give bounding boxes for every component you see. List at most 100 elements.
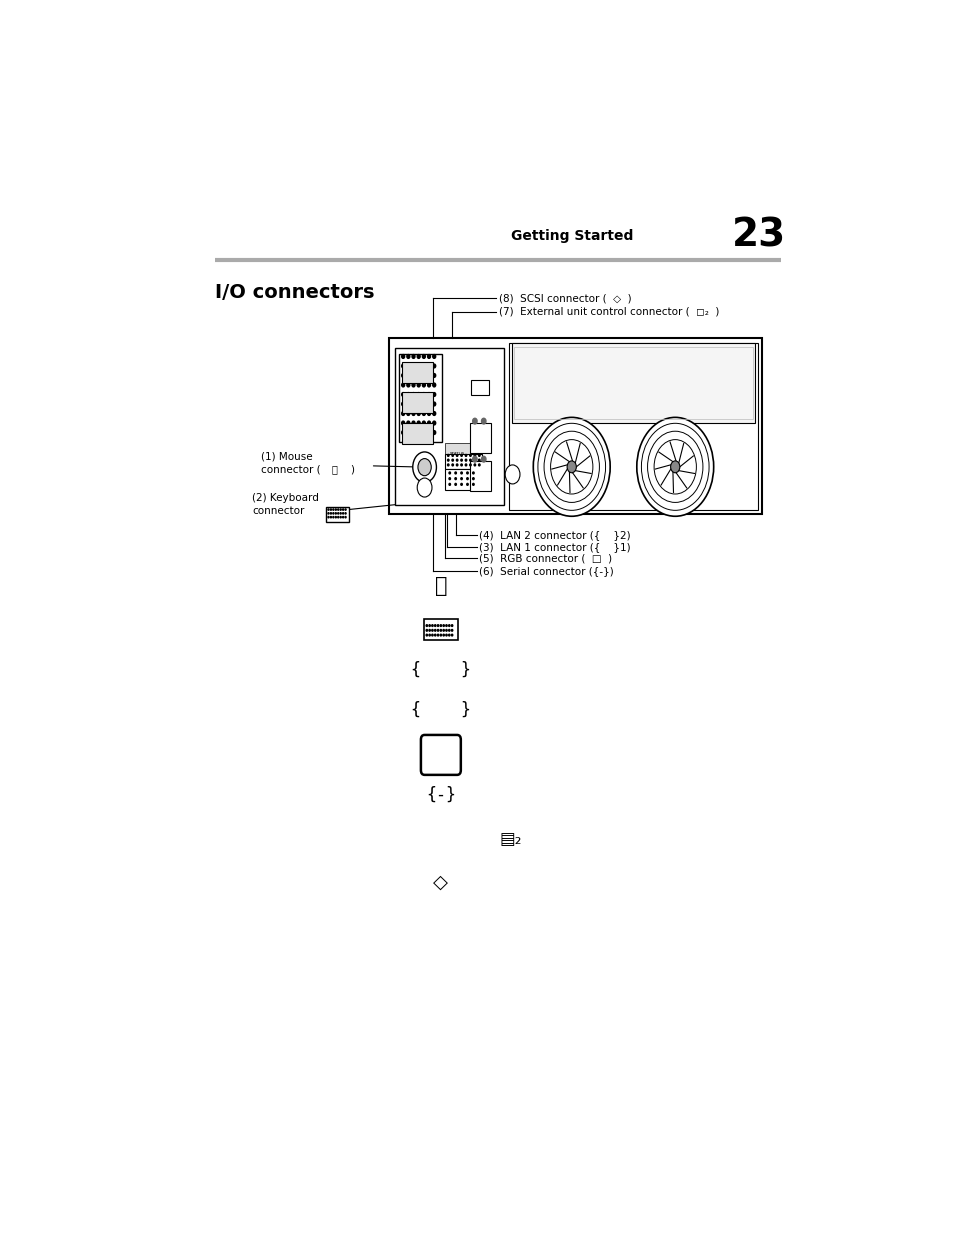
Circle shape <box>442 635 444 636</box>
Circle shape <box>439 630 441 631</box>
Circle shape <box>447 459 449 461</box>
Circle shape <box>432 625 433 626</box>
Circle shape <box>337 509 338 510</box>
Circle shape <box>340 513 341 514</box>
Circle shape <box>412 373 415 378</box>
FancyBboxPatch shape <box>445 453 482 469</box>
Circle shape <box>439 635 441 636</box>
Circle shape <box>328 513 329 514</box>
Circle shape <box>401 393 404 396</box>
Text: ▤₂: ▤₂ <box>499 830 522 847</box>
Text: {    }: { } <box>411 700 471 719</box>
Circle shape <box>416 393 419 396</box>
FancyBboxPatch shape <box>470 424 491 453</box>
Circle shape <box>465 464 466 466</box>
Text: connector: connector <box>252 506 304 516</box>
Text: (8)  SCSI connector (  ◇  ): (8) SCSI connector ( ◇ ) <box>498 294 631 304</box>
Circle shape <box>406 393 410 396</box>
Circle shape <box>328 516 329 517</box>
Circle shape <box>460 472 462 474</box>
Circle shape <box>460 464 462 466</box>
Circle shape <box>345 516 346 517</box>
Circle shape <box>637 417 713 516</box>
Circle shape <box>474 459 476 461</box>
Circle shape <box>466 478 468 479</box>
Circle shape <box>426 625 427 626</box>
Text: connector (: connector ( <box>261 464 320 474</box>
Circle shape <box>474 454 476 457</box>
Circle shape <box>448 630 450 631</box>
Circle shape <box>432 635 433 636</box>
Circle shape <box>456 459 457 461</box>
FancyBboxPatch shape <box>402 393 433 414</box>
Circle shape <box>401 383 404 387</box>
Circle shape <box>478 459 479 461</box>
Circle shape <box>472 483 474 485</box>
Circle shape <box>427 411 430 415</box>
Circle shape <box>433 383 436 387</box>
Circle shape <box>469 464 471 466</box>
Circle shape <box>433 403 436 406</box>
Circle shape <box>416 354 419 358</box>
Circle shape <box>432 630 433 631</box>
Circle shape <box>433 373 436 378</box>
Circle shape <box>427 431 430 435</box>
Circle shape <box>460 483 462 485</box>
Circle shape <box>333 509 334 510</box>
FancyBboxPatch shape <box>420 735 460 774</box>
Circle shape <box>406 403 410 406</box>
Circle shape <box>433 421 436 425</box>
Circle shape <box>422 383 425 387</box>
Circle shape <box>447 464 449 466</box>
FancyBboxPatch shape <box>471 379 488 395</box>
Circle shape <box>429 635 430 636</box>
Text: {-}: {-} <box>425 785 456 804</box>
Circle shape <box>413 452 436 483</box>
Circle shape <box>427 373 430 378</box>
Circle shape <box>435 630 436 631</box>
FancyBboxPatch shape <box>398 354 441 442</box>
Circle shape <box>435 625 436 626</box>
Circle shape <box>412 364 415 368</box>
Circle shape <box>445 635 447 636</box>
Circle shape <box>422 354 425 358</box>
Circle shape <box>452 464 453 466</box>
Circle shape <box>466 483 468 485</box>
Circle shape <box>401 411 404 415</box>
Circle shape <box>427 403 430 406</box>
Circle shape <box>427 364 430 368</box>
Circle shape <box>427 354 430 358</box>
Circle shape <box>401 373 404 378</box>
Circle shape <box>412 431 415 435</box>
Circle shape <box>448 635 450 636</box>
Circle shape <box>345 513 346 514</box>
Circle shape <box>447 454 449 457</box>
Circle shape <box>451 630 453 631</box>
Text: STATUS: STATUS <box>450 452 465 457</box>
Circle shape <box>481 456 485 462</box>
Text: 🖱: 🖱 <box>435 576 447 595</box>
Text: (5)  RGB connector (  □  ): (5) RGB connector ( □ ) <box>478 553 611 563</box>
Circle shape <box>436 625 438 626</box>
Circle shape <box>412 411 415 415</box>
Circle shape <box>445 625 447 626</box>
FancyBboxPatch shape <box>470 461 491 492</box>
Circle shape <box>533 417 610 516</box>
Circle shape <box>436 635 438 636</box>
Circle shape <box>416 478 432 496</box>
Circle shape <box>433 393 436 396</box>
Circle shape <box>422 421 425 425</box>
Circle shape <box>335 516 336 517</box>
Text: Getting Started: Getting Started <box>510 230 633 243</box>
Circle shape <box>426 635 427 636</box>
Circle shape <box>406 411 410 415</box>
Text: 23: 23 <box>731 216 785 254</box>
Circle shape <box>406 421 410 425</box>
Circle shape <box>401 354 404 358</box>
Circle shape <box>472 456 476 462</box>
Circle shape <box>452 454 453 457</box>
FancyBboxPatch shape <box>423 619 457 640</box>
Circle shape <box>401 431 404 435</box>
Circle shape <box>436 630 438 631</box>
Circle shape <box>412 403 415 406</box>
